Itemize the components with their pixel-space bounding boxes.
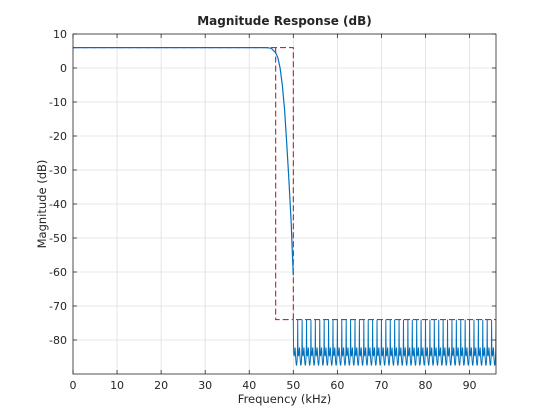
- x-axis-label: Frequency (kHz): [238, 392, 331, 406]
- axis-ticks: 0 10 20 30 40 50 60 70 80 90100-10-20-30-40-50-60…: [49, 28, 496, 392]
- x-tick-label: 40: [242, 379, 256, 392]
- passband-response-line: [73, 47, 294, 276]
- spec-mask-line: [275, 47, 294, 321]
- chart-title: Magnitude Response (dB): [197, 14, 372, 28]
- y-tick-label: -40: [49, 198, 67, 211]
- y-tick-label: -80: [49, 334, 67, 347]
- x-tick-label: 20: [154, 379, 168, 392]
- x-tick-label: 60: [330, 379, 344, 392]
- series-layer: [73, 47, 496, 367]
- y-tick-label: -30: [49, 164, 67, 177]
- x-tick-label: 0: [70, 379, 77, 392]
- y-tick-label: -20: [49, 130, 67, 143]
- x-tick-label: 90: [463, 379, 477, 392]
- x-tick-label: 50: [286, 379, 300, 392]
- y-tick-label: -50: [49, 232, 67, 245]
- y-tick-label: -60: [49, 266, 67, 279]
- x-tick-label: 10: [110, 379, 124, 392]
- x-tick-label: 70: [374, 379, 388, 392]
- y-axis-label: Magnitude (dB): [35, 160, 49, 249]
- stopband-ripple-line: [292, 319, 496, 367]
- y-tick-label: -70: [49, 300, 67, 313]
- y-tick-label: -10: [49, 96, 67, 109]
- x-tick-label: 30: [198, 379, 212, 392]
- y-tick-label: 10: [53, 28, 67, 41]
- y-tick-label: 0: [60, 62, 67, 75]
- x-tick-label: 80: [419, 379, 433, 392]
